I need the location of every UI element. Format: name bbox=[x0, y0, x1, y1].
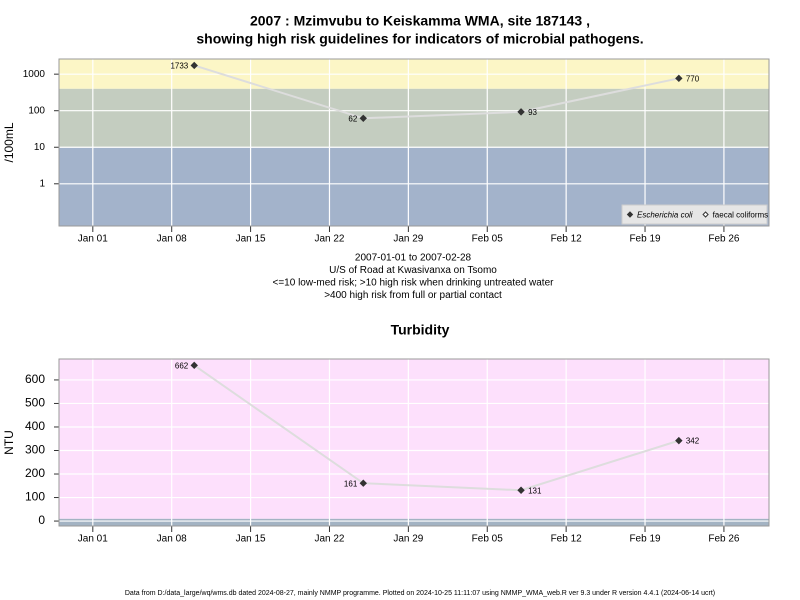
x-tick-label: Feb 05 bbox=[472, 234, 504, 245]
x-tick-label: Feb 12 bbox=[551, 234, 583, 245]
data-label: 161 bbox=[344, 479, 358, 488]
data-point bbox=[675, 74, 683, 83]
chart-note: 2007-01-01 to 2007-02-28 bbox=[355, 253, 472, 264]
risk-band bbox=[59, 518, 769, 526]
data-label: 62 bbox=[348, 114, 357, 123]
risk-band bbox=[59, 88, 769, 148]
y-tick-label: 500 bbox=[25, 396, 45, 410]
chart-title: 2007 : Mzimvubu to Keiskamma WMA, site 1… bbox=[250, 13, 590, 29]
x-tick-label: Feb 26 bbox=[708, 534, 740, 545]
chart-title: Turbidity bbox=[391, 322, 450, 338]
series-line bbox=[193, 64, 680, 120]
data-point bbox=[190, 361, 198, 370]
risk-band bbox=[59, 359, 769, 519]
data-point bbox=[359, 114, 367, 123]
y-axis-label: /100mL bbox=[2, 122, 16, 162]
data-point bbox=[359, 479, 367, 487]
y-tick-label: 0 bbox=[38, 513, 45, 527]
plot-frame bbox=[58, 58, 770, 227]
series-line bbox=[193, 364, 680, 492]
y-axis-label: NTU bbox=[2, 430, 16, 455]
chart-note: >400 high risk from full or partial cont… bbox=[324, 290, 502, 301]
y-tick-label: 100 bbox=[28, 105, 45, 116]
x-tick-label: Feb 12 bbox=[551, 534, 583, 545]
data-point bbox=[675, 436, 683, 445]
legend-label: Escherichia coli bbox=[637, 211, 693, 220]
data-point bbox=[517, 108, 525, 116]
x-tick-label: Jan 01 bbox=[78, 234, 108, 245]
chart-title: showing high risk guidelines for indicat… bbox=[196, 31, 643, 47]
legend-marker bbox=[626, 211, 634, 218]
data-label: 131 bbox=[528, 486, 542, 495]
legend-marker bbox=[702, 211, 709, 218]
data-label: 342 bbox=[686, 437, 700, 446]
x-tick-label: Jan 22 bbox=[314, 534, 344, 545]
y-tick-label: 1 bbox=[39, 178, 45, 189]
y-tick-label: 200 bbox=[25, 466, 45, 480]
x-tick-label: Feb 19 bbox=[629, 534, 661, 545]
data-label: 93 bbox=[528, 108, 537, 117]
plot-frame bbox=[58, 358, 770, 527]
x-tick-label: Jan 15 bbox=[236, 234, 266, 245]
y-tick-label: 1000 bbox=[23, 69, 46, 80]
y-tick-label: 400 bbox=[25, 419, 45, 433]
legend-box bbox=[621, 204, 768, 225]
y-tick-label: 100 bbox=[25, 490, 45, 504]
data-label: 1733 bbox=[170, 62, 188, 71]
x-tick-label: Jan 29 bbox=[393, 234, 423, 245]
chart-note: <=10 low-med risk; >10 high risk when dr… bbox=[273, 278, 555, 289]
data-point bbox=[517, 486, 525, 494]
x-tick-label: Feb 19 bbox=[629, 234, 661, 245]
y-tick-label: 10 bbox=[34, 142, 46, 153]
x-tick-label: Feb 26 bbox=[708, 234, 740, 245]
chart-note: U/S of Road at Kwasivanxa on Tsomo bbox=[329, 265, 497, 276]
y-tick-label: 300 bbox=[25, 443, 45, 457]
x-tick-label: Jan 22 bbox=[314, 234, 344, 245]
y-tick-label: 600 bbox=[25, 372, 45, 386]
x-tick-label: Jan 08 bbox=[157, 234, 187, 245]
legend-label: faecal coliforms bbox=[713, 211, 769, 220]
x-tick-label: Jan 01 bbox=[78, 534, 108, 545]
footer: Data from D:/data_large/wq/wms.db dated … bbox=[125, 590, 715, 597]
data-point bbox=[190, 61, 198, 70]
data-label: 770 bbox=[686, 74, 700, 83]
x-tick-label: Jan 15 bbox=[236, 534, 266, 545]
x-tick-label: Jan 29 bbox=[393, 534, 423, 545]
x-tick-label: Jan 08 bbox=[157, 534, 187, 545]
x-tick-label: Feb 05 bbox=[472, 534, 504, 545]
data-label: 662 bbox=[175, 361, 189, 370]
